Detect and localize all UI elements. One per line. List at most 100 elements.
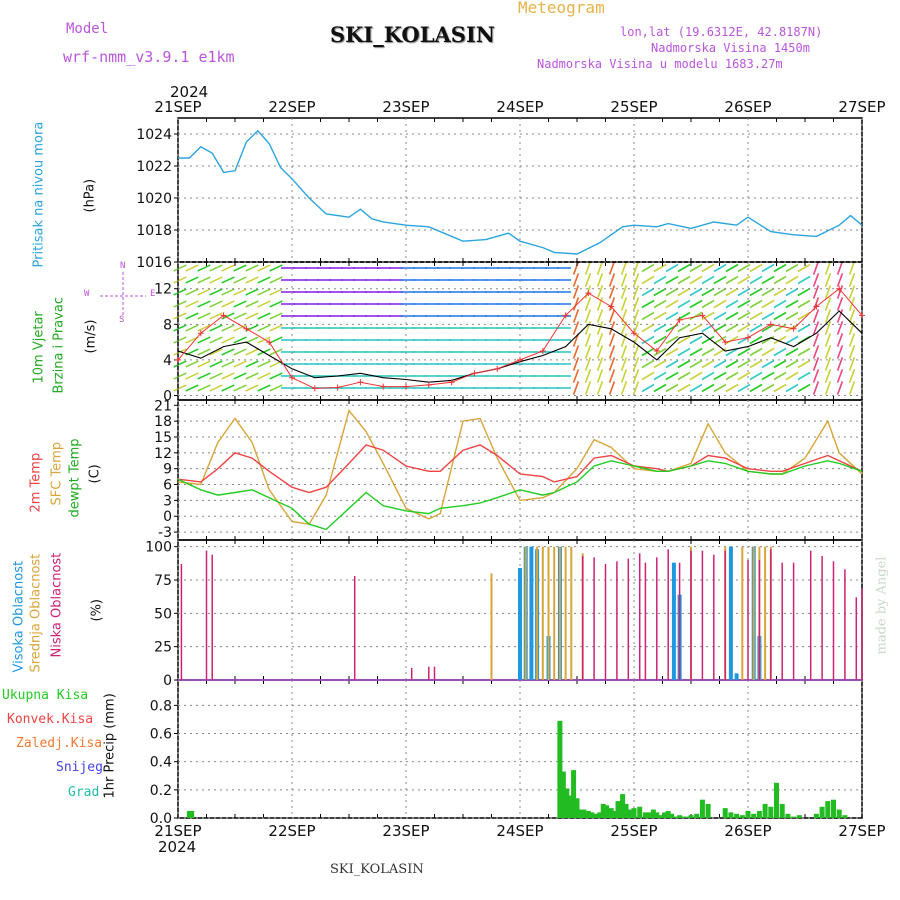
wind-arrow: [725, 275, 739, 285]
precip-bar: [589, 812, 595, 818]
wind-gust-marker: [859, 312, 865, 319]
precip-bar: [774, 782, 779, 818]
wind-arrow: [608, 357, 616, 371]
wind-gust-marker: [197, 330, 204, 337]
wind-arrow: [701, 347, 715, 357]
wind-arrow: [761, 299, 775, 309]
wind-arrow: [713, 287, 727, 297]
wind-arrow: [596, 309, 604, 323]
wind-arrow: [665, 371, 679, 381]
wind-arrow: [185, 276, 199, 284]
wind-arrow: [836, 261, 844, 275]
wind-arrow: [269, 300, 283, 308]
y-tick-label-0: 1024: [136, 127, 172, 143]
wind-arrow: [584, 321, 592, 335]
wind-arrow: [620, 285, 628, 299]
cloud-low-label: Niska Oblacnost: [49, 552, 65, 658]
cloud-low-bar: [604, 564, 607, 680]
wind-arrow: [836, 369, 844, 383]
wind-arrow: [233, 384, 247, 392]
wind-arrow: [737, 323, 751, 333]
wind-arrow: [641, 371, 655, 381]
wind-gust-marker: [448, 379, 455, 386]
wind-arrow: [701, 323, 715, 333]
wind-arrow: [632, 285, 640, 299]
wind-arrow: [713, 383, 727, 393]
cloud-high-bar: [529, 546, 534, 680]
wind-arrow: [785, 311, 799, 321]
wind-arrow: [665, 347, 679, 357]
y-tick-label-0: 1018: [136, 223, 172, 239]
wind-arrow: [596, 369, 604, 383]
wind-arrow: [797, 347, 811, 357]
cloud-low-bar: [433, 666, 436, 680]
wind-arrow: [620, 357, 628, 371]
wind-arrow: [197, 312, 211, 320]
precip-bar: [626, 809, 632, 818]
wind-arrow: [773, 359, 787, 369]
wind-gust-marker: [631, 330, 637, 337]
cloud-mid-bar: [490, 573, 493, 680]
wind-arrow: [608, 369, 616, 383]
wind-arrow: [653, 371, 667, 381]
wind-arrow: [773, 299, 787, 309]
wind-arrow: [173, 384, 187, 392]
cloud-low-bar: [205, 550, 208, 680]
wind-arrow: [245, 264, 259, 272]
date-label-top: 21SEP: [154, 98, 201, 116]
precip-bar: [677, 815, 683, 818]
wind-arrow: [257, 336, 271, 344]
precip-bar: [779, 803, 785, 818]
wind-arrow: [209, 312, 223, 320]
wind-arrow: [812, 357, 820, 371]
cloud-low-bar: [627, 558, 630, 680]
wind-arrow: [812, 285, 820, 299]
wind-gust-marker: [653, 348, 660, 355]
wind-arrow: [632, 345, 640, 359]
wind-arrow: [665, 275, 679, 285]
wind-arrow: [584, 357, 592, 371]
wind-arrow: [572, 261, 580, 275]
cloud-high-bar: [728, 546, 733, 680]
wind-arrow: [173, 288, 187, 296]
wind-arrow: [173, 276, 187, 284]
wind-arrow: [785, 299, 799, 309]
wind-arrow: [665, 299, 679, 309]
wind-compass-e: E: [150, 289, 156, 299]
wind-arrow: [245, 276, 259, 284]
wind-arrow: [584, 345, 592, 359]
precip-bar: [669, 813, 675, 818]
precip-frz-label: Zaledj.Kisa: [16, 736, 103, 751]
precip-bar: [680, 816, 686, 818]
station-title: SKI_KOLASIN: [330, 22, 495, 47]
wind-arrow: [245, 288, 259, 296]
wind-arrow: [245, 324, 259, 332]
wind-arrow: [797, 371, 811, 381]
cloud-low-bar: [667, 549, 669, 680]
cloud-mid-bar: [536, 546, 539, 680]
wind-arrow: [584, 273, 592, 287]
wind-arrow: [785, 275, 799, 285]
precip-bar: [694, 813, 700, 818]
cloud-low-bar: [410, 668, 413, 680]
wind-arrow: [848, 273, 856, 287]
cloud-low-bar: [792, 562, 795, 680]
wind-arrow: [677, 371, 691, 381]
wind-arrow: [749, 383, 763, 393]
wind-arrow: [713, 311, 727, 321]
cloud-high-label: Visoka Oblacnost: [11, 560, 27, 673]
wind-arrow: [689, 347, 703, 357]
cloud-low-bar: [844, 569, 846, 680]
wind-gust-marker: [722, 339, 729, 346]
wind-arrow: [641, 263, 655, 273]
cloud-low-bar: [855, 597, 858, 680]
precip-bar: [623, 803, 629, 818]
wind-arrow: [269, 276, 283, 284]
temp-2m-line: [177, 444, 863, 494]
wind-arrow: [209, 360, 223, 368]
wind-arrow: [797, 263, 811, 273]
wind-arrow: [221, 372, 235, 380]
date-label-bottom: 25SEP: [610, 822, 657, 840]
precip-bar: [699, 799, 705, 818]
wind-arrow: [665, 359, 679, 369]
